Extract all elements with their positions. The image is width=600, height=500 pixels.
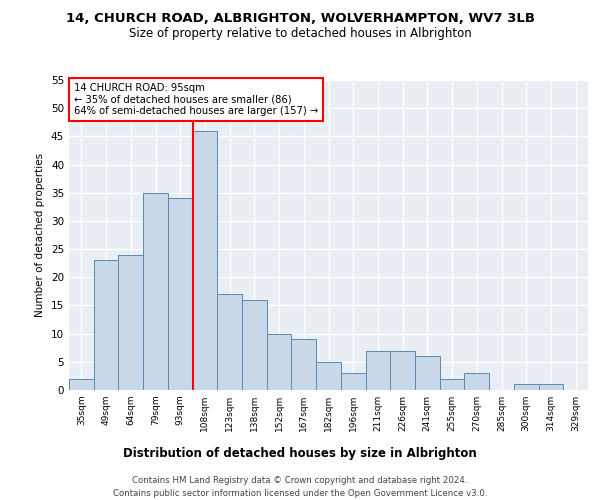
Bar <box>267 334 292 390</box>
Bar <box>464 373 489 390</box>
Bar <box>242 300 267 390</box>
Bar <box>341 373 365 390</box>
Bar <box>440 378 464 390</box>
Bar <box>118 254 143 390</box>
Y-axis label: Number of detached properties: Number of detached properties <box>35 153 46 317</box>
Bar <box>217 294 242 390</box>
Bar <box>143 192 168 390</box>
Bar <box>94 260 118 390</box>
Bar <box>316 362 341 390</box>
Bar <box>168 198 193 390</box>
Text: Contains public sector information licensed under the Open Government Licence v3: Contains public sector information licen… <box>113 489 487 498</box>
Text: Size of property relative to detached houses in Albrighton: Size of property relative to detached ho… <box>128 28 472 40</box>
Text: 14, CHURCH ROAD, ALBRIGHTON, WOLVERHAMPTON, WV7 3LB: 14, CHURCH ROAD, ALBRIGHTON, WOLVERHAMPT… <box>65 12 535 26</box>
Text: Contains HM Land Registry data © Crown copyright and database right 2024.: Contains HM Land Registry data © Crown c… <box>132 476 468 485</box>
Text: 14 CHURCH ROAD: 95sqm
← 35% of detached houses are smaller (86)
64% of semi-deta: 14 CHURCH ROAD: 95sqm ← 35% of detached … <box>74 83 319 116</box>
Bar <box>193 130 217 390</box>
Bar <box>539 384 563 390</box>
Bar <box>415 356 440 390</box>
Bar <box>69 378 94 390</box>
Text: Distribution of detached houses by size in Albrighton: Distribution of detached houses by size … <box>123 448 477 460</box>
Bar <box>390 350 415 390</box>
Bar <box>365 350 390 390</box>
Bar <box>292 340 316 390</box>
Bar <box>514 384 539 390</box>
